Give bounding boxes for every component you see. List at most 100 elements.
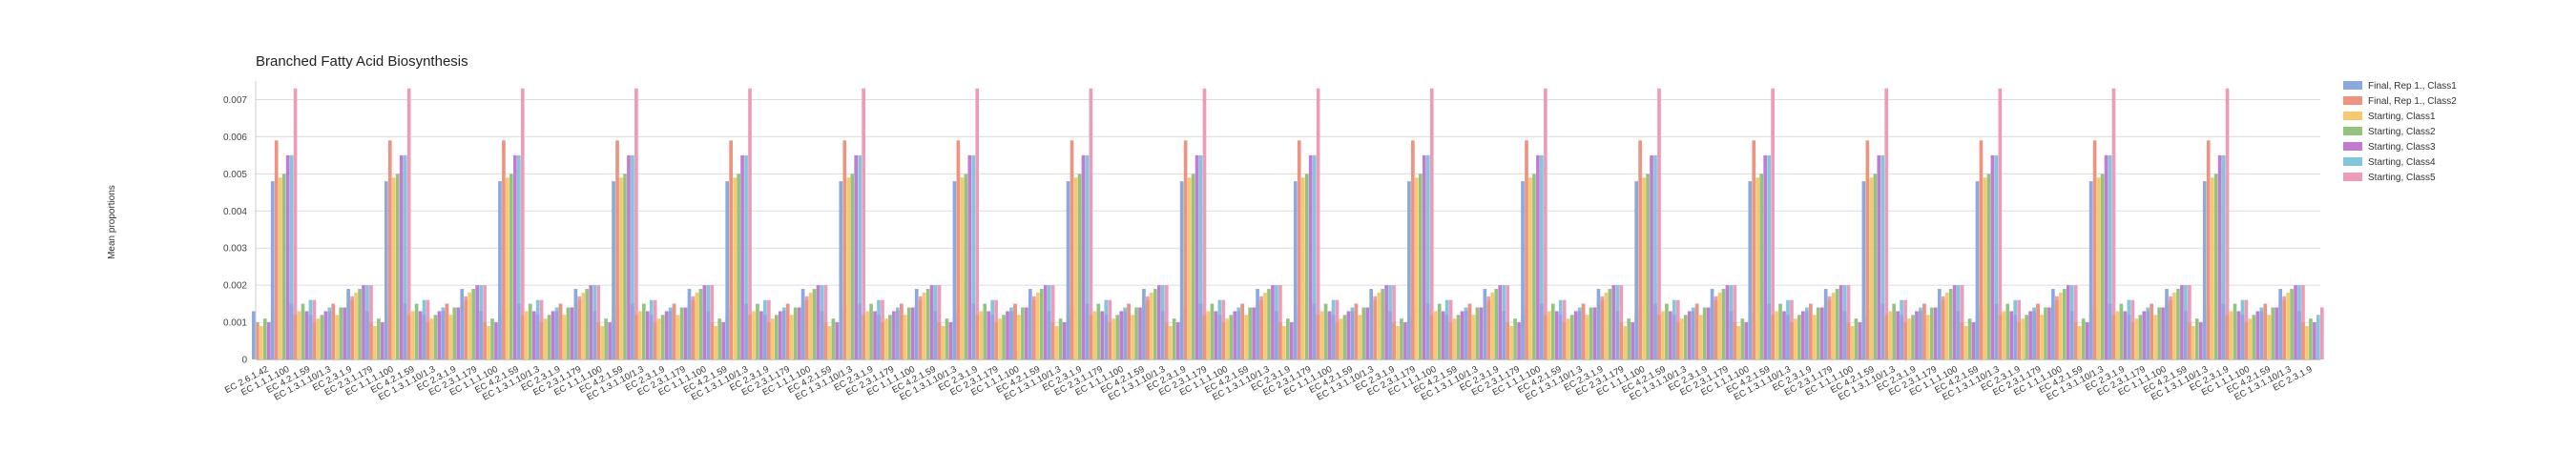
bar <box>2305 325 2309 359</box>
bar <box>2278 289 2282 359</box>
bar <box>2180 285 2184 359</box>
bar <box>2301 285 2305 359</box>
bar <box>1066 181 1070 359</box>
bar <box>1846 285 1851 359</box>
bar <box>1282 325 1286 359</box>
bar <box>1464 311 1468 359</box>
bar <box>1884 315 1889 359</box>
bar <box>1736 325 1741 359</box>
bar <box>675 315 680 359</box>
bar <box>1293 181 1298 359</box>
bar <box>778 311 782 359</box>
bar <box>1354 303 1359 359</box>
bar <box>619 177 623 359</box>
bar <box>2127 315 2131 359</box>
bar <box>487 325 490 359</box>
bar <box>1880 303 1885 359</box>
bar <box>403 303 407 359</box>
bar <box>987 311 991 359</box>
bar <box>1388 311 1392 359</box>
bar <box>2252 315 2256 359</box>
bar <box>1604 292 1609 359</box>
bar <box>1679 318 1684 359</box>
bar <box>2153 315 2157 359</box>
bar <box>2309 318 2313 359</box>
bar <box>1286 318 1290 359</box>
bar <box>702 285 707 359</box>
bar <box>403 154 407 359</box>
bar <box>2081 318 2086 359</box>
bar <box>1191 174 1195 359</box>
bar <box>1581 303 1586 359</box>
bar <box>600 325 604 359</box>
bar <box>2301 322 2305 359</box>
bar <box>1248 307 1252 359</box>
bar <box>589 285 593 359</box>
bar <box>1047 311 1051 359</box>
bar <box>862 88 865 359</box>
y-tick-label: 0.002 <box>223 281 247 292</box>
bar <box>1733 322 1737 359</box>
bar <box>634 88 638 359</box>
bar <box>1138 307 1142 359</box>
bar <box>1183 140 1188 359</box>
legend-swatch <box>2343 173 2362 181</box>
bar <box>1025 307 1028 359</box>
bar <box>1127 303 1131 359</box>
bar <box>1566 318 1570 359</box>
bar <box>1092 311 1097 359</box>
bar <box>771 318 775 359</box>
legend-label: Starting, Class3 <box>2368 142 2436 153</box>
bar <box>1425 303 1430 359</box>
bar <box>1452 318 1457 359</box>
bar <box>1502 311 1506 359</box>
bar <box>664 311 669 359</box>
bar <box>2172 292 2176 359</box>
bar <box>2077 325 2082 359</box>
bar <box>509 174 513 359</box>
bar <box>1483 289 1487 359</box>
bar <box>524 311 529 359</box>
bar <box>1244 315 1249 359</box>
bar <box>1175 322 1180 359</box>
bar <box>2157 307 2161 359</box>
bar <box>2213 174 2218 359</box>
bar <box>937 322 942 359</box>
bar <box>1823 289 1828 359</box>
bar <box>1160 311 1165 359</box>
bar <box>596 322 601 359</box>
bar <box>1585 315 1589 359</box>
bar <box>1221 322 1226 359</box>
bar <box>1316 315 1320 359</box>
bar <box>2073 322 2078 359</box>
bar <box>1062 322 1067 359</box>
bar <box>1926 315 1930 359</box>
chart-title: Branched Fatty Acid Biosynthesis <box>256 53 468 70</box>
bar <box>1509 325 1513 359</box>
bar <box>418 311 423 359</box>
bar <box>914 289 919 359</box>
legend-label: Starting, Class4 <box>2368 157 2436 168</box>
bar <box>346 289 350 359</box>
bar <box>1236 311 1241 359</box>
bar <box>278 177 282 359</box>
bar <box>1944 292 1949 359</box>
bar <box>781 311 786 359</box>
bar <box>2104 154 2109 359</box>
bar <box>281 174 286 359</box>
bar <box>1892 303 1896 359</box>
bar <box>350 299 354 359</box>
bar <box>1869 177 1874 359</box>
bar <box>1058 318 1063 359</box>
bar <box>2233 303 2237 359</box>
bar <box>1039 289 1044 359</box>
bar <box>1479 307 1484 359</box>
bar <box>967 154 972 359</box>
bar <box>1164 285 1169 359</box>
bar <box>1767 154 1771 359</box>
bar <box>335 315 340 359</box>
bar <box>270 181 275 359</box>
bar <box>2221 303 2226 359</box>
bar <box>1558 315 1563 359</box>
bar <box>1271 285 1275 359</box>
